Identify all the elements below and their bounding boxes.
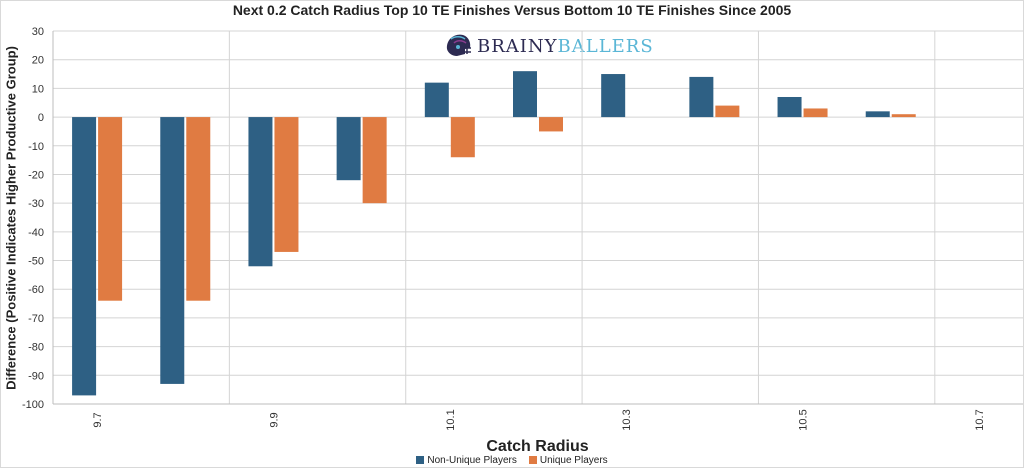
x-tick-label: 10.3 bbox=[621, 409, 633, 430]
bar bbox=[803, 108, 828, 118]
bar bbox=[248, 117, 273, 267]
bar bbox=[336, 117, 361, 181]
bar bbox=[98, 117, 123, 301]
y-tick-label: 0 bbox=[38, 112, 44, 124]
legend-item: Unique Players bbox=[528, 455, 608, 466]
y-tick-label: -30 bbox=[28, 198, 44, 210]
y-tick-label: -100 bbox=[22, 399, 44, 411]
legend-swatch bbox=[416, 456, 425, 464]
legend-label: Non-Unique Players bbox=[427, 455, 517, 466]
y-tick-label: -50 bbox=[28, 256, 44, 268]
bar bbox=[72, 117, 97, 396]
bar bbox=[160, 117, 185, 384]
legend-swatch bbox=[528, 456, 537, 464]
y-tick-label: -40 bbox=[28, 227, 44, 239]
bar bbox=[539, 117, 563, 132]
bar bbox=[715, 105, 740, 118]
x-axis-title: Catch Radius bbox=[486, 438, 589, 455]
bar bbox=[362, 117, 387, 204]
legend-label: Unique Players bbox=[539, 455, 608, 466]
x-tick-label: 10.7 bbox=[974, 409, 986, 430]
bar bbox=[450, 117, 475, 158]
chart-title: Next 0.2 Catch Radius Top 10 TE Finishes… bbox=[232, 2, 792, 18]
y-tick-label: -70 bbox=[28, 313, 44, 325]
y-tick-label: -60 bbox=[28, 284, 44, 296]
bar bbox=[513, 71, 537, 118]
logo-text-brainy: BRAINY bbox=[477, 35, 558, 57]
bar bbox=[865, 111, 890, 118]
y-tick-label: 30 bbox=[32, 26, 44, 38]
y-tick-label: 10 bbox=[32, 83, 44, 95]
bar bbox=[777, 96, 802, 118]
y-tick-label: -90 bbox=[28, 370, 44, 382]
y-tick-label: -10 bbox=[28, 141, 44, 153]
bar bbox=[186, 117, 211, 301]
x-tick-label: 10.5 bbox=[798, 409, 810, 430]
x-tick-label: 9.7 bbox=[92, 412, 104, 427]
bar bbox=[891, 114, 916, 118]
x-tick-label: 10.1 bbox=[445, 409, 457, 430]
y-tick-label: -80 bbox=[28, 342, 44, 354]
legend: Non-Unique Players Unique Players bbox=[0, 455, 1024, 466]
y-tick-label: 20 bbox=[32, 55, 44, 67]
brand-logo: BRAINYBALLERS bbox=[443, 31, 654, 61]
bar bbox=[601, 74, 626, 118]
helmet-icon bbox=[446, 34, 471, 56]
bar bbox=[424, 82, 449, 118]
x-tick-label: 9.9 bbox=[268, 412, 280, 427]
y-tick-label: -20 bbox=[28, 169, 44, 181]
bar bbox=[274, 117, 299, 252]
logo-text-ballers: BALLERS bbox=[557, 35, 654, 57]
legend-item: Non-Unique Players bbox=[416, 455, 517, 466]
bar bbox=[689, 76, 714, 118]
